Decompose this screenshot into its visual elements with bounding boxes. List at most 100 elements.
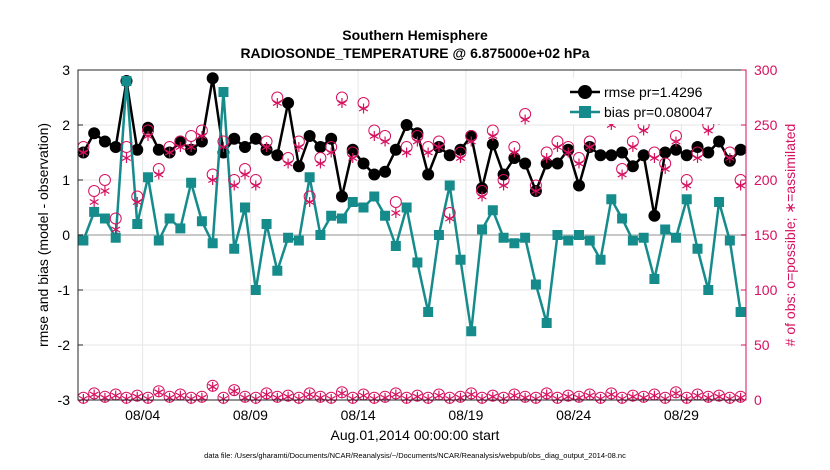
- bias-point: [229, 243, 240, 254]
- obs-assimilated-point: [477, 191, 487, 202]
- obs-assimilated-point: [434, 142, 444, 152]
- bias-point: [638, 232, 649, 243]
- obs-assimilated-point: [240, 392, 250, 403]
- obs-assimilated-point: [520, 392, 530, 403]
- rmse-point: [389, 143, 402, 156]
- bias-point: [670, 232, 681, 243]
- chart-subtitle: RADIOSONDE_TEMPERATURE @ 6.875000e+02 hP…: [240, 45, 589, 61]
- obs-assimilated-point: [304, 389, 315, 400]
- bias-point: [606, 194, 617, 205]
- bias-point: [326, 210, 337, 221]
- obs-assimilated-point: [401, 147, 412, 158]
- rmse-point: [271, 149, 284, 162]
- bias-point: [444, 180, 455, 191]
- x-tick-label: 08/14: [341, 407, 376, 423]
- obs-assimilated-point: [509, 147, 520, 158]
- obs-assimilated-point: [251, 180, 261, 191]
- bias-point: [99, 213, 110, 224]
- obs-assimilated-point: [628, 142, 638, 152]
- obs-assimilated-point: [186, 142, 196, 152]
- obs-assimilated-point: [143, 393, 153, 404]
- bias-point: [143, 172, 154, 183]
- rmse-point: [357, 157, 370, 170]
- bias-point: [153, 235, 164, 246]
- obs-assimilated-point: [692, 153, 703, 163]
- obs-assimilated-point: [574, 392, 584, 403]
- rmse-point: [476, 182, 489, 195]
- obs-assimilated-point: [315, 392, 326, 403]
- rmse-point: [486, 138, 499, 151]
- bias-point: [186, 177, 197, 188]
- rmse-point: [142, 121, 155, 134]
- obs-assimilated-point: [401, 393, 412, 404]
- obs-possible-point: [98, 174, 111, 186]
- bias-point: [423, 307, 434, 317]
- rmse-point: [465, 130, 478, 142]
- rmse-point: [648, 209, 661, 222]
- obs-assimilated-point: [326, 393, 336, 404]
- obs-assimilated-point: [412, 136, 423, 147]
- bias-point: [541, 318, 552, 328]
- series--of-obs-assimilated: [78, 98, 746, 235]
- rmse-point: [131, 143, 144, 156]
- obs-assimilated-point: [466, 389, 476, 400]
- obs-assimilated-point: [229, 386, 239, 397]
- rmse-point: [303, 130, 316, 142]
- obs-assimilated-point: [283, 158, 293, 169]
- rmse-point: [249, 132, 262, 145]
- obs-assimilated-point: [100, 186, 110, 196]
- obs-assimilated-point: [735, 180, 746, 191]
- obs-assimilated-point: [660, 164, 670, 174]
- obs-assimilated-point: [154, 169, 164, 180]
- obs-possible-point: [120, 141, 133, 153]
- rmse-point: [282, 97, 295, 109]
- obs-assimilated-point: [531, 393, 541, 404]
- y2-tick-label: 250: [754, 117, 778, 133]
- obs-assimilated-point: [315, 158, 326, 169]
- rmse-point: [292, 160, 305, 173]
- obs-assimilated-point: [218, 142, 229, 152]
- legend-bias-marker: [579, 106, 591, 118]
- obs-assimilated-point: [434, 390, 444, 401]
- data-file-note: data file: /Users/gharamti/Documents/NCA…: [204, 451, 626, 460]
- obs-assimilated-point: [660, 393, 670, 404]
- y-tick-label: 1: [62, 172, 70, 188]
- bias-point: [487, 205, 498, 216]
- obs-assimilated-point: [251, 393, 261, 404]
- obs-assimilated-point: [154, 387, 164, 398]
- rmse-point: [195, 135, 208, 148]
- legend: rmse pr=1.4296 bias pr=0.080047: [566, 78, 742, 124]
- bias-point: [433, 230, 444, 240]
- rmse-point: [325, 132, 338, 145]
- rmse-point: [379, 165, 392, 178]
- rmse-point: [637, 149, 650, 162]
- legend-rmse-label: rmse pr=1.4296: [604, 84, 703, 100]
- chart-title: Southern Hemisphere: [342, 27, 488, 43]
- bias-point: [218, 87, 229, 97]
- obs-assimilated-point: [520, 114, 530, 125]
- y-tick-label: -1: [58, 282, 71, 298]
- rmse-point: [109, 141, 122, 153]
- bias-point: [703, 285, 714, 295]
- obs-assimilated-point: [89, 197, 99, 207]
- y-tick-label: 0: [62, 227, 70, 243]
- obs-possible-point: [109, 212, 122, 225]
- obs-assimilated-point: [498, 393, 509, 404]
- obs-assimilated-point: [261, 389, 272, 400]
- legend-bias-label: bias pr=0.080047: [604, 104, 713, 120]
- obs-possible-point: [88, 185, 101, 197]
- bias-point: [380, 210, 391, 221]
- y2-axis-label: # of obs: o=possible; ∗=assimilated: [782, 124, 798, 347]
- obs-assimilated-point: [735, 392, 746, 403]
- rmse-point: [519, 157, 532, 170]
- obs-assimilated-point: [78, 147, 89, 158]
- obs-assimilated-point: [326, 147, 336, 158]
- obs-assimilated-point: [197, 131, 207, 141]
- obs-assimilated-point: [175, 142, 186, 152]
- bias-point: [627, 235, 638, 246]
- bias-point: [455, 254, 466, 265]
- rmse-point: [616, 146, 629, 159]
- obs-assimilated-point: [208, 175, 218, 185]
- y-axis-right: 0 50 100 150 200 250 300: [741, 62, 778, 408]
- obs-assimilated-point: [121, 393, 132, 404]
